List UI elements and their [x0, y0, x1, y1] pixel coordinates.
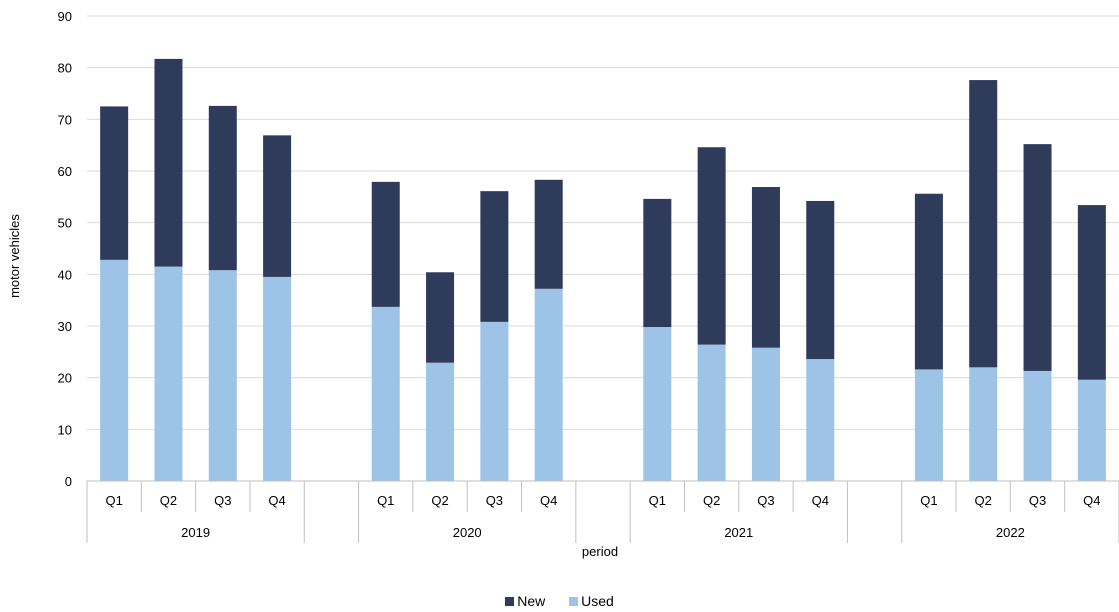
x-tick-label-2019-q1: Q1: [105, 493, 122, 508]
bar-used-2019-q3: [208, 270, 237, 481]
bar-new-2022-q4: [1077, 205, 1106, 380]
x-tick-label-2021-q2: Q2: [703, 493, 720, 508]
x-tick-label-2022-q3: Q3: [1029, 493, 1046, 508]
x-group-label-2020: 2020: [453, 525, 482, 540]
x-tick-label-2019-q4: Q4: [268, 493, 285, 508]
bar-new-2020-q4: [534, 179, 563, 289]
bar-used-2020-q1: [371, 306, 400, 481]
bar-used-2022-q3: [1023, 370, 1052, 481]
bar-used-2022-q2: [969, 367, 998, 481]
bar-new-2022-q2: [969, 80, 998, 368]
bar-used-2020-q3: [480, 321, 509, 481]
bar-new-2021-q4: [806, 200, 835, 360]
y-tick-label-60: 60: [58, 164, 72, 179]
bar-used-2019-q2: [154, 266, 183, 481]
y-tick-label-70: 70: [58, 112, 72, 127]
y-tick-label-30: 30: [58, 319, 72, 334]
x-group-label-2022: 2022: [996, 525, 1025, 540]
legend: New Used: [0, 592, 1119, 610]
x-tick-label-2020-q1: Q1: [377, 493, 394, 508]
legend-swatch-new: [505, 597, 515, 606]
legend-label-used: Used: [581, 593, 614, 609]
x-tick-label-2021-q3: Q3: [757, 493, 774, 508]
bar-used-2021-q4: [806, 359, 835, 481]
bar-used-2020-q4: [534, 288, 563, 481]
bar-new-2022-q1: [914, 193, 943, 370]
bar-new-2019-q1: [100, 106, 129, 260]
y-tick-label-90: 90: [58, 9, 72, 24]
x-group-label-2019: 2019: [181, 525, 210, 540]
bar-used-2022-q4: [1077, 379, 1106, 481]
y-tick-label-80: 80: [58, 61, 72, 76]
bar-used-2020-q2: [426, 362, 455, 481]
legend-item-used: Used: [569, 592, 614, 610]
x-axis-title: period: [582, 544, 618, 559]
bar-new-2019-q4: [263, 135, 292, 277]
x-tick-label-2020-q2: Q2: [431, 493, 448, 508]
legend-item-new: New: [505, 592, 545, 610]
x-group-label-2021: 2021: [724, 525, 753, 540]
y-tick-label-0: 0: [65, 474, 72, 489]
bar-new-2019-q2: [154, 58, 183, 267]
legend-swatch-used: [569, 597, 579, 606]
bar-used-2019-q1: [100, 259, 129, 481]
x-tick-label-2019-q2: Q2: [160, 493, 177, 508]
bar-new-2020-q1: [371, 181, 400, 307]
bar-used-2022-q1: [914, 369, 943, 481]
bars: [100, 58, 1106, 481]
x-tick-label-2022-q2: Q2: [975, 493, 992, 508]
x-tick-label-2020-q4: Q4: [540, 493, 557, 508]
bar-new-2021-q1: [643, 198, 672, 328]
y-axis-title: motor vehicles: [7, 214, 22, 298]
bar-new-2022-q3: [1023, 144, 1052, 371]
x-axis: Q1 Q2 Q3 Q4 2019 Q1 Q2 Q3 Q4 2020 Q1 Q2 Q3 Q4 2021 Q1 Q2…: [86, 480, 1119, 543]
bar-new-2020-q2: [426, 272, 455, 363]
y-tick-label-20: 20: [58, 371, 72, 386]
bar-used-2019-q4: [263, 276, 292, 481]
stacked-bar-chart: 0 10 20 30 40 50 60 70 80 90 Q1 Q2 Q3 Q4 2019 Q1 Q2 Q3 Q4…: [7, 9, 1119, 559]
legend-label-new: New: [517, 593, 546, 609]
y-axis-ticks: 0 10 20 30 40 50 60 70 80 90: [58, 9, 72, 489]
bar-new-2020-q3: [480, 191, 509, 322]
gridlines: [87, 15, 1119, 430]
x-tick-label-2020-q3: Q3: [486, 493, 503, 508]
bar-used-2021-q1: [643, 327, 672, 481]
bar-new-2021-q2: [697, 147, 726, 345]
bar-used-2021-q2: [697, 344, 726, 481]
x-tick-label-2021-q4: Q4: [812, 493, 829, 508]
y-tick-label-40: 40: [58, 267, 72, 282]
bar-used-2021-q3: [751, 347, 780, 481]
x-tick-label-2022-q1: Q1: [920, 493, 937, 508]
bar-new-2019-q3: [208, 105, 237, 271]
x-tick-label-2021-q1: Q1: [649, 493, 666, 508]
bar-new-2021-q3: [751, 187, 780, 348]
x-tick-label-2022-q4: Q4: [1083, 493, 1100, 508]
y-tick-label-50: 50: [58, 216, 72, 231]
y-tick-label-10: 10: [58, 422, 72, 437]
x-tick-label-2019-q3: Q3: [214, 493, 231, 508]
